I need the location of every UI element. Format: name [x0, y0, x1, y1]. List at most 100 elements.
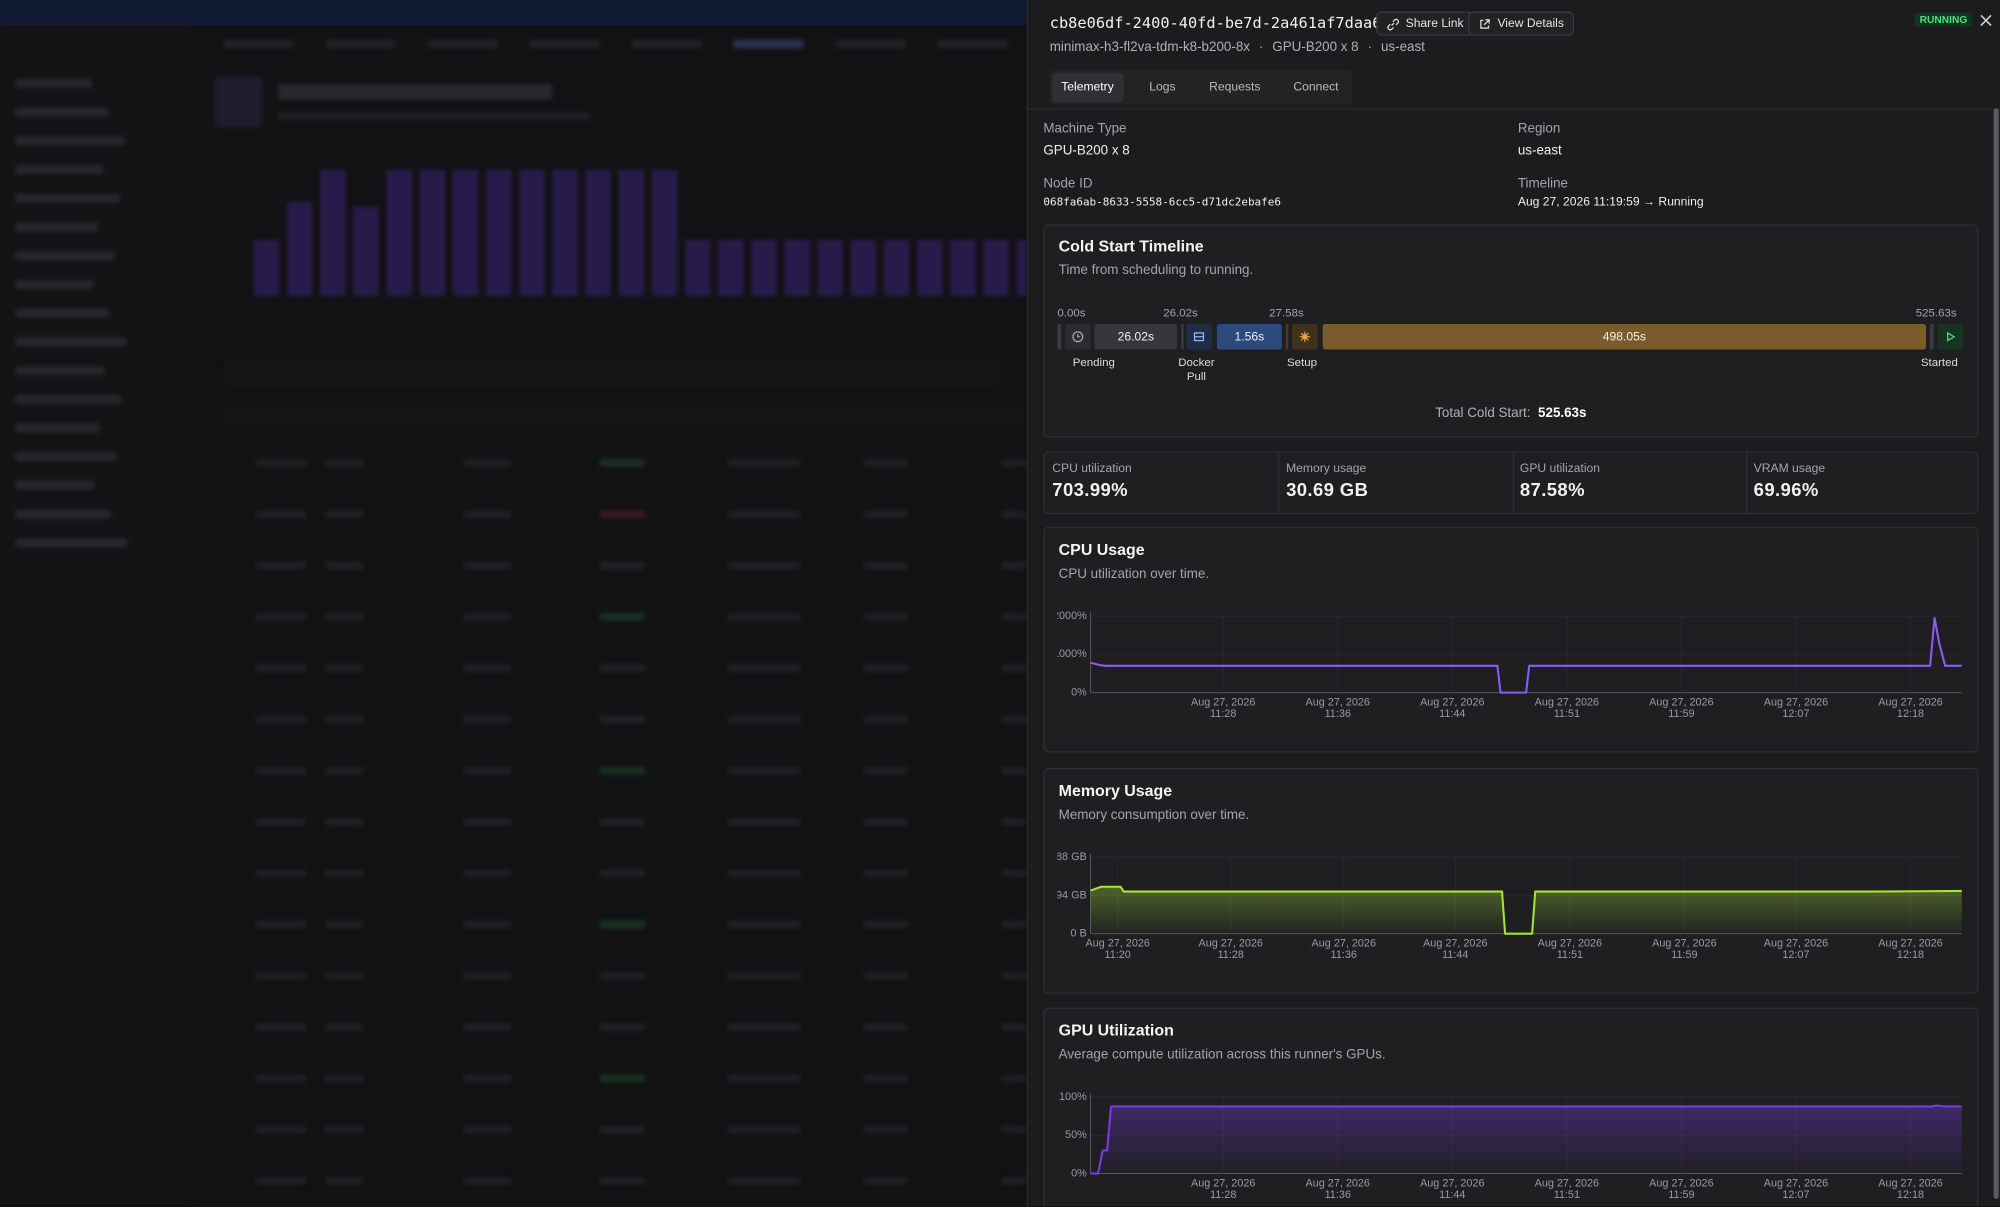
table-cell [727, 1023, 802, 1031]
total-label: Total Cold Start: [1435, 405, 1531, 421]
table-header [223, 408, 1027, 427]
metrics-card [1043, 451, 1979, 515]
info-label: Machine Type [1043, 121, 1127, 137]
sidebar-item [15, 251, 115, 261]
table-cell [1001, 613, 1027, 621]
table-cell [863, 561, 909, 570]
table-cell [863, 1125, 909, 1134]
setup-segment: 498.05s [1322, 323, 1927, 350]
runner-panel: cb8e06df-2400-40fd-be7d-2a461af7daa6 Sha… [1026, 0, 2000, 1207]
info-value: us-east [1517, 142, 1562, 159]
bar [718, 239, 744, 296]
table-cell [255, 664, 307, 672]
table-cell [1001, 818, 1027, 826]
sidebar-item [15, 107, 109, 117]
subtitle-part: GPU-B200 x 8 [1272, 39, 1359, 55]
tab[interactable]: Requests [1209, 80, 1261, 95]
table-cell [1001, 664, 1027, 672]
segment-label: Docker Pull [1178, 355, 1215, 383]
sidebar-item [15, 538, 128, 548]
bar [585, 169, 611, 296]
bar [983, 239, 1009, 296]
table-cell [1001, 766, 1027, 775]
nav-item [427, 39, 498, 49]
metric-value: 30.69 GB [1286, 480, 1369, 502]
background-chart [0, 25, 1027, 1207]
total-cold-start: Total Cold Start: 525.63s [1043, 406, 1978, 421]
total-value: 525.63s [1538, 405, 1587, 421]
button-label: Share Link [1405, 16, 1464, 31]
bar [950, 239, 976, 296]
page-title [278, 84, 553, 100]
table-cell [727, 1177, 802, 1185]
nav-item [529, 39, 600, 49]
bar [684, 239, 711, 296]
run-id: cb8e06df-2400-40fd-be7d-2a461af7daa6 [1049, 14, 1382, 32]
segment-label: Started [1920, 355, 1958, 369]
search [223, 360, 1002, 387]
close-button[interactable] [1978, 13, 1993, 28]
table-cell [599, 1125, 646, 1134]
bar [651, 169, 678, 296]
started-icon [1937, 323, 1964, 350]
tab[interactable]: Connect [1293, 80, 1339, 95]
table-cell [863, 715, 909, 724]
table-cell [863, 664, 909, 672]
table-cell [863, 920, 909, 929]
sidebar-item [15, 279, 94, 289]
view-details-button[interactable]: View Details [1468, 11, 1575, 36]
metric-value: 703.99% [1052, 480, 1128, 502]
table-cell [727, 510, 802, 519]
bar [519, 169, 545, 296]
scrollbar[interactable] [1993, 108, 1999, 1199]
info-label: Node ID [1043, 176, 1093, 192]
nav-item [325, 39, 396, 49]
metric-divider [1746, 452, 1748, 513]
setup-icon [1292, 323, 1318, 350]
table-cell [727, 1125, 802, 1134]
table-cell [325, 971, 364, 980]
card-title: Cold Start Timeline [1058, 237, 1204, 256]
table-cell [599, 920, 646, 929]
separator: · [1367, 39, 1373, 55]
table-cell [325, 1125, 364, 1134]
metric-label: Memory usage [1286, 461, 1367, 476]
bar [353, 206, 379, 296]
table-cell [599, 971, 646, 980]
segment-edge [1285, 323, 1289, 350]
table-cell [325, 1074, 364, 1083]
page-icon [214, 76, 263, 128]
table-cell [1001, 971, 1027, 980]
pending-icon [1065, 323, 1091, 350]
subtitle: minimax-h3-fl2va-tdm-k8-b200-8x · GPU-B20… [1050, 40, 1425, 55]
table-cell [863, 1023, 909, 1031]
segment-label: Pending [1072, 355, 1115, 369]
info-value: 068fa6ab-8633-5558-6cc5-d71dc2ebafe6 [1043, 196, 1281, 210]
tab[interactable]: Telemetry [1061, 80, 1114, 95]
sidebar-item [15, 366, 105, 375]
bar [784, 239, 810, 296]
sidebar-item [15, 337, 127, 347]
status-badge: RUNNING [1914, 12, 1973, 27]
sidebar [0, 25, 192, 1207]
tab[interactable]: Logs [1149, 80, 1176, 95]
table-cell [727, 818, 802, 826]
table-cell [727, 715, 802, 724]
info-label: Region [1517, 121, 1561, 137]
docker-icon [1186, 323, 1212, 350]
nav-item [835, 39, 906, 49]
table-cell [599, 1023, 646, 1031]
table-cell [325, 510, 364, 519]
share-link-button[interactable]: Share Link [1376, 11, 1474, 36]
table-cell [325, 766, 364, 775]
info-value: Aug 27, 2026 11:19:59 → Running [1517, 195, 1704, 210]
table-cell [727, 459, 802, 467]
table-cell [325, 664, 364, 672]
subtitle-part: minimax-h3-fl2va-tdm-k8-b200-8x [1049, 39, 1250, 55]
table-cell [599, 613, 646, 621]
table-cell [255, 1074, 307, 1083]
table-cell [255, 510, 307, 519]
table-cell [463, 869, 512, 878]
sidebar-item [15, 509, 111, 519]
